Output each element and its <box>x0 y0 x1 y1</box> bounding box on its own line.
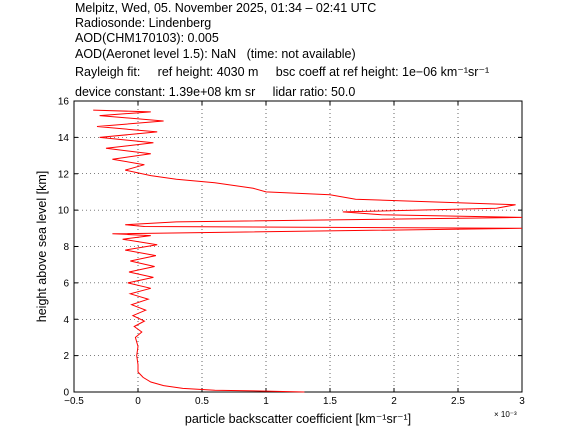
chart-title-location-time: Melpitz, Wed, 05. November 2025, 01:34 –… <box>75 1 377 15</box>
x-tick-label: 0.5 <box>195 396 209 407</box>
grid-lines <box>74 101 522 392</box>
y-tick-label: 2 <box>63 351 69 362</box>
x-tick-label: 2.5 <box>451 396 465 407</box>
y-axis-label: height above sea level [km] <box>35 171 49 322</box>
x-tick-label: 3 <box>519 396 525 407</box>
x-tick-label: 1.5 <box>323 396 337 407</box>
y-tick-label: 14 <box>58 133 70 144</box>
series-lines <box>93 109 523 393</box>
x-tick-label: −0.5 <box>64 396 84 407</box>
x-tick-label: 1 <box>263 396 269 407</box>
y-tick-label: 12 <box>58 169 70 180</box>
x-tick-label: 0 <box>135 396 141 407</box>
x-axis-scale-note: × 10⁻³ <box>494 410 517 419</box>
y-tick-label: 8 <box>63 242 69 253</box>
x-tick-label: 2 <box>391 396 397 407</box>
y-tick-label: 4 <box>63 315 69 326</box>
aod-aeronet-info: AOD(Aeronet level 1.5): NaN (time: not a… <box>75 47 356 61</box>
device-constant-info: device constant: 1.39e+08 km sr lidar ra… <box>75 85 356 99</box>
backscatter-profile-line <box>93 109 523 393</box>
x-axis-label: particle backscatter coefficient [km⁻¹sr… <box>185 412 411 426</box>
radiosonde-info: Radiosonde: Lindenberg <box>75 16 212 30</box>
rayleigh-fit-info: Rayleigh fit: ref height: 4030 m bsc coe… <box>75 65 490 79</box>
y-tick-label: 6 <box>63 278 69 289</box>
y-tick-label: 0 <box>63 388 69 399</box>
y-tick-label: 10 <box>58 206 70 217</box>
aod-chm-info: AOD(CHM170103): 0.005 <box>75 31 219 45</box>
y-tick-label: 16 <box>58 97 70 108</box>
